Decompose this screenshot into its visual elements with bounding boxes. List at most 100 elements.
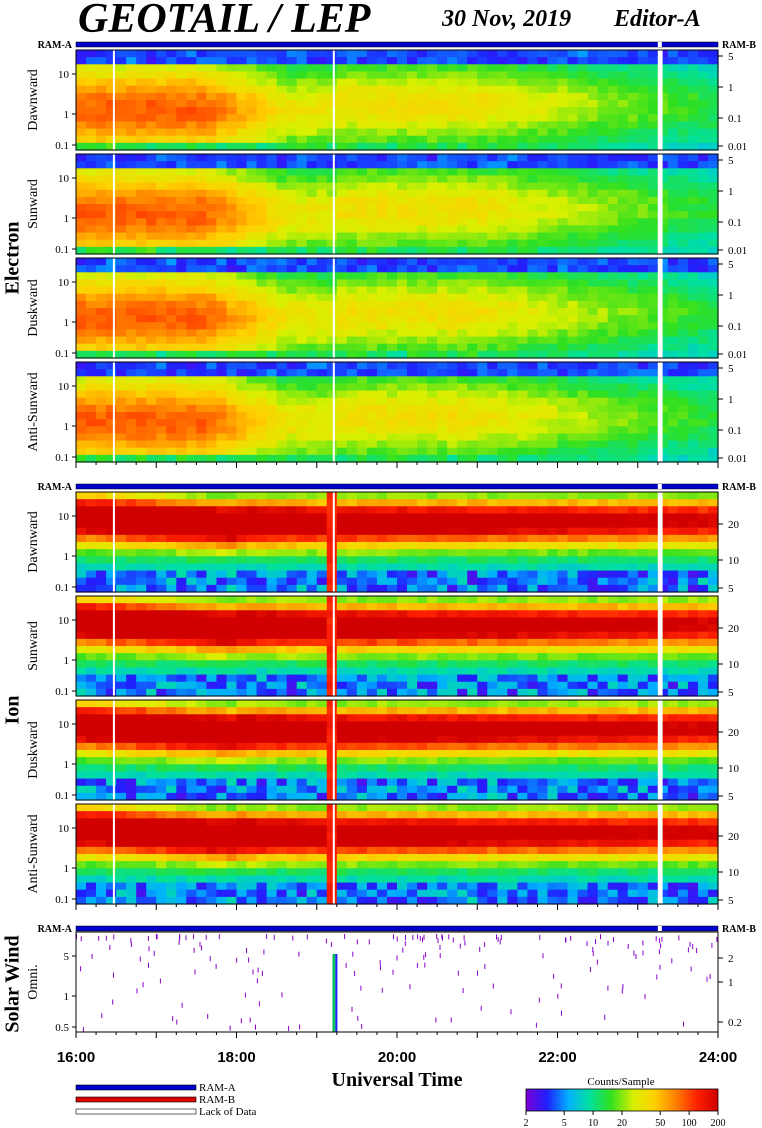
y-tick-label: 1 [64,317,70,329]
spectrogram-cell [637,286,649,295]
spectrogram-cell [356,397,368,406]
data-gap [332,258,335,358]
spectrogram-cell [336,412,348,420]
spectrogram-cell [136,168,147,177]
spectrogram-cell [437,107,448,115]
spectrogram-cell [677,225,689,234]
spectrogram-cell [256,225,268,234]
spectrogram-cell [487,563,498,572]
spectrogram-cell [397,454,408,463]
spectrogram-cell [216,85,228,94]
spectrogram-cell [447,71,458,80]
spectrogram-cell [386,584,398,593]
spectrogram-cell [106,218,117,227]
spectrogram-cell [687,534,699,543]
spectrogram-cell [336,440,348,449]
spectrogram-cell [156,92,167,101]
spectrogram-cell [116,258,127,266]
spectrogram-cell [647,447,659,456]
spectrogram-cell [647,78,659,87]
spectrogram-cell [106,78,117,87]
spectrogram-cell [687,513,699,522]
spectrogram-cell [667,563,679,572]
spectrogram-cell [236,624,248,633]
spectrogram-cell [417,168,428,177]
spectrogram-cell [687,549,699,557]
spectrogram-cell [587,258,599,266]
spectrogram-cell [296,189,308,198]
spectrogram-cell [96,376,107,385]
spectrogram-cell [707,336,719,345]
spectrogram-cell [427,64,438,73]
spectrogram-cell [417,584,428,593]
spectrogram-cell [76,646,87,654]
spectrogram-cell [467,78,478,87]
spectrogram-cell [617,258,629,266]
spectrogram-cell [366,225,378,234]
spectrogram-cell [407,390,418,399]
spectrogram-cell [427,161,438,169]
spectrogram-cell [437,584,448,593]
spectrogram-cell [296,239,308,248]
spectrogram-cell [126,293,137,302]
spectrogram-cell [316,646,328,654]
spectrogram-cell [386,322,398,331]
spectrogram-cell [467,64,478,73]
spectrogram-cell [296,64,308,73]
spectrogram-cell [527,534,539,543]
spectrogram-cell [567,168,579,177]
spectrogram-cell [597,50,609,58]
spectrogram-cell [487,570,498,579]
spectrogram-cell [637,57,649,65]
spectrogram-cell [356,412,368,420]
spectrogram-cell [86,50,97,58]
spectrogram-cell [336,362,348,370]
spectrogram-cell [417,85,428,94]
spectrogram-cell [487,315,498,323]
spectrogram-cell [707,279,719,288]
spectrogram-cell [427,426,438,435]
spectrogram-cell [627,534,639,543]
spectrogram-cell [597,369,609,377]
spectrogram-cell [637,454,649,463]
spectrogram-cell [687,440,699,449]
spectrogram-cell [427,142,438,151]
spectrogram-cell [286,272,298,281]
spectrogram-cell [86,596,97,604]
spectrogram-cell [236,610,248,619]
spectrogram-cell [617,107,629,115]
spectrogram-cell [196,315,208,323]
spectrogram-cell [156,610,167,619]
spectrogram-cell [467,383,478,392]
spectrogram-cell [467,85,478,94]
spectrogram-cell [427,570,438,579]
spectrogram-cell [86,556,97,565]
spectrogram-cell [487,196,498,205]
spectrogram-cell [296,556,308,565]
spectrogram-cell [507,100,518,108]
spectrogram-cell [427,527,438,536]
spectrogram-cell [457,315,468,323]
spectrogram-cell [627,322,639,331]
spectrogram-cell [276,369,288,377]
spectrogram-cell [427,196,438,205]
spectrogram-cell [417,218,428,227]
spectrogram-cell [296,286,308,295]
spectrogram-cell [146,667,157,676]
spectrogram-cell [236,57,248,65]
spectrogram-cell [136,584,147,593]
spectrogram-cell [216,322,228,331]
spectrogram-cell [527,412,539,420]
spectrogram-cell [136,107,147,115]
spectrogram-cell [587,315,599,323]
spectrogram-cell [587,168,599,177]
spectrogram-cell [477,315,488,323]
spectrogram-cell [397,239,408,248]
spectrogram-cell [497,154,508,162]
spectrogram-cell [216,50,228,58]
spectrogram-cell [326,286,338,295]
spectrogram-cell [507,154,518,162]
spectrogram-cell [116,556,127,565]
spectrogram-cell [256,350,268,359]
spectrogram-cell [477,293,488,302]
